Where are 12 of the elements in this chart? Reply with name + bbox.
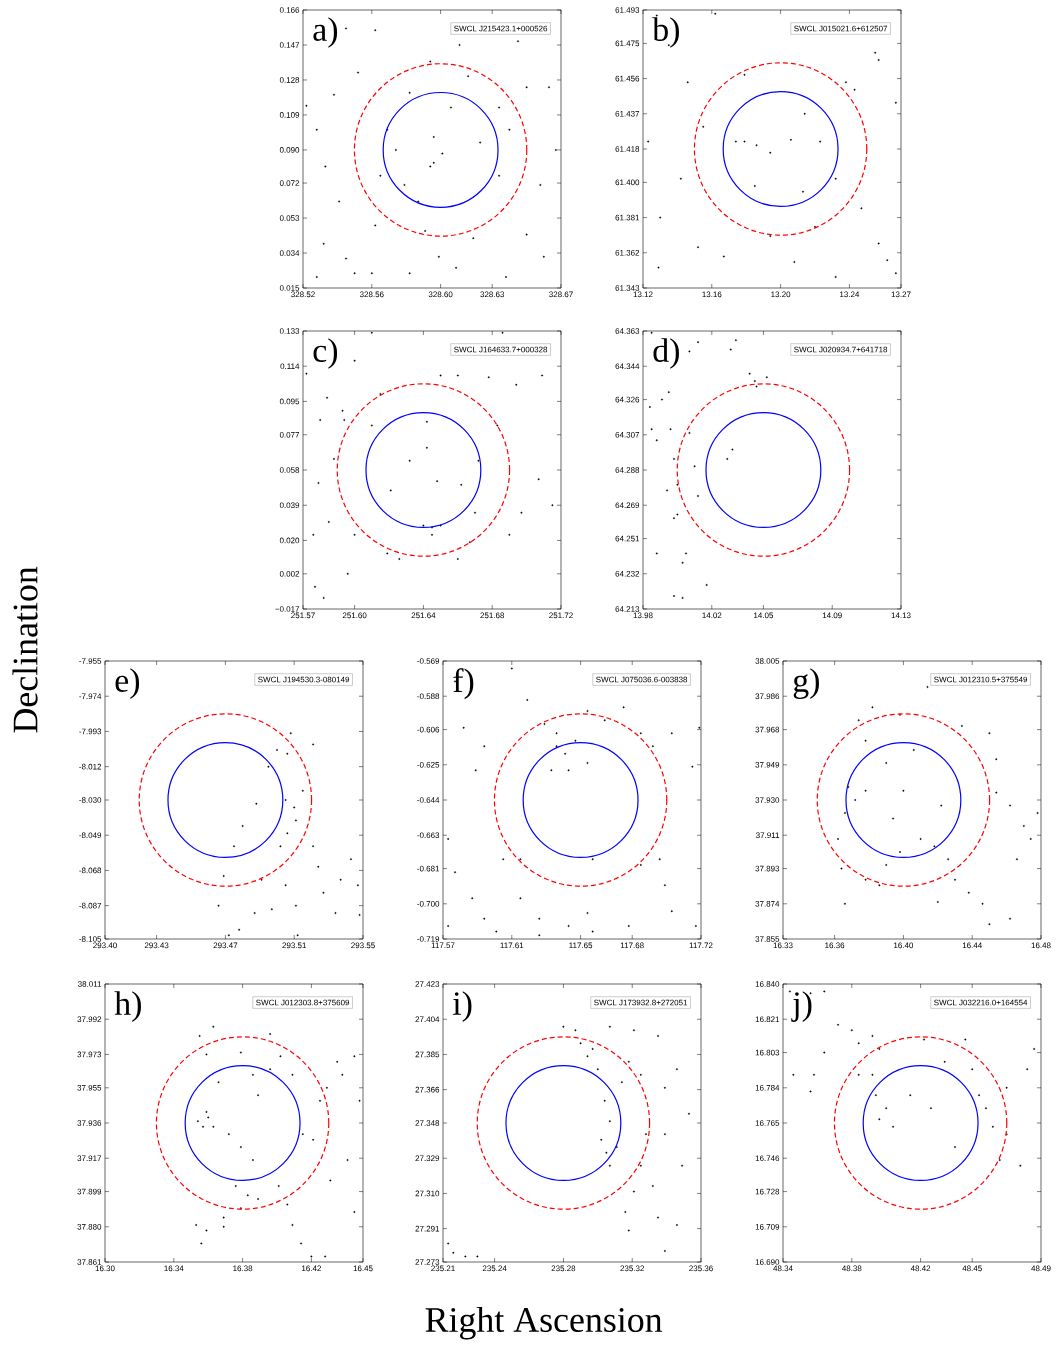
annotation: e)	[115, 668, 140, 699]
annotation: i)	[452, 991, 472, 1022]
y-axis-title: Declination	[12, 566, 38, 733]
annotation: g)	[793, 668, 819, 699]
annotation: f)	[453, 668, 474, 700]
x-axis-title: Right Ascension	[425, 1306, 663, 1340]
annotation: c)	[313, 338, 338, 369]
annotation: b)	[652, 17, 679, 48]
annotation: a)	[313, 17, 338, 48]
annotation: h)	[114, 991, 141, 1022]
annotation: j)	[791, 991, 812, 1022]
annotation: d)	[653, 338, 679, 369]
